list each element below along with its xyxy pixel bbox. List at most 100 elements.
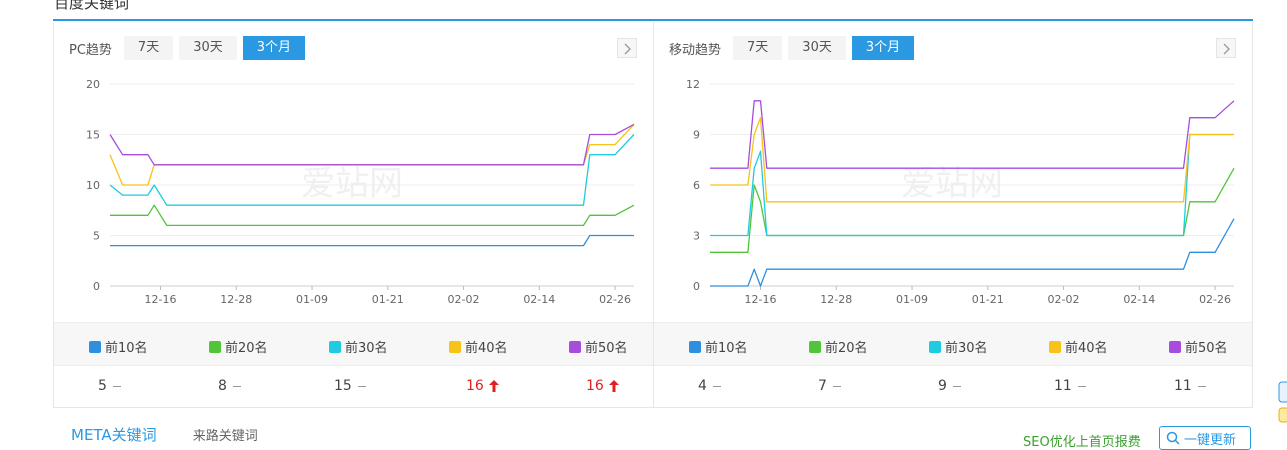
pc-trend-panel: PC趋势 7天 30天 3个月 爱站网 0 5 10 15 20 12-16 12-28 01-… <box>53 22 654 408</box>
count-value: 7 <box>818 378 827 394</box>
x-tick-label: 02-26 <box>599 293 631 306</box>
count-top40: 11 <box>1054 378 1086 394</box>
mobile-trend-panel: 移动趋势 7天 30天 3个月 爱站网 0 3 6 9 12 12-16 12-28 01-09… <box>653 22 1253 408</box>
x-tick-label: 12-16 <box>745 293 777 306</box>
flat-trend-icon <box>952 385 961 387</box>
tab-source-keywords[interactable]: 来路关键词 <box>192 429 258 444</box>
legend-swatch <box>929 340 941 353</box>
y-tick-label: 6 <box>693 179 700 192</box>
search-icon <box>1166 431 1180 445</box>
x-tick-label: 01-09 <box>896 293 928 306</box>
y-tick-label: 0 <box>693 280 700 293</box>
flat-trend-icon <box>1077 385 1086 387</box>
legend-swatch <box>569 340 581 353</box>
count-value: 8 <box>218 378 227 394</box>
one-click-update-button[interactable]: 一键更新 <box>1159 426 1251 450</box>
legend-item-top40[interactable]: 前40名 <box>1049 337 1108 356</box>
count-value: 11 <box>1174 378 1192 394</box>
legend-item-top20[interactable]: 前20名 <box>209 337 268 356</box>
pc-tab-3m[interactable]: 3个月 <box>242 36 306 60</box>
legend-item-top30[interactable]: 前30名 <box>329 337 388 356</box>
legend-item-top50[interactable]: 前50名 <box>1169 337 1228 356</box>
count-top30: 9 <box>938 378 961 394</box>
legend-item-top30[interactable]: 前30名 <box>929 337 988 356</box>
tab-meta-keywords[interactable]: META关键词 <box>71 426 157 444</box>
mobile-tab-3m[interactable]: 3个月 <box>851 36 915 60</box>
count-value: 11 <box>1054 378 1072 394</box>
pc-counts: 5 8 15 16 16 <box>54 366 653 408</box>
mobile-tab-30d[interactable]: 30天 <box>788 36 846 60</box>
mobile-trend-chart: 爱站网 0 3 6 9 12 12-16 12-28 01-09 01-21 02-02 02-14 0… <box>686 78 1235 306</box>
legend-swatch <box>689 340 701 353</box>
count-value: 15 <box>334 378 352 394</box>
legend-item-top10[interactable]: 前10名 <box>89 337 148 356</box>
mobile-legend: 前10名 前20名 前30名 前40名 前50名 <box>654 322 1252 366</box>
legend-label: 前20名 <box>225 341 268 356</box>
mobile-counts: 4 7 9 11 11 <box>654 366 1252 408</box>
y-tick-label: 15 <box>86 129 100 142</box>
legend-item-top40[interactable]: 前40名 <box>449 337 508 356</box>
legend-item-top20[interactable]: 前20名 <box>809 337 868 356</box>
legend-label: 前20名 <box>825 341 868 356</box>
title-underline <box>53 19 1253 21</box>
keyword-tabs: META关键词 来路关键词 <box>71 424 258 445</box>
series-line-5 <box>109 123 635 166</box>
count-top10: 5 <box>98 378 121 394</box>
y-tick-label: 20 <box>86 78 100 91</box>
count-top20: 8 <box>218 378 241 394</box>
mobile-next-button[interactable] <box>1216 38 1236 58</box>
legend-swatch <box>329 340 341 353</box>
pc-header: PC趋势 7天 30天 3个月 <box>69 36 311 60</box>
count-value: 9 <box>938 378 947 394</box>
flat-trend-icon <box>832 385 841 387</box>
flat-trend-icon <box>112 385 121 387</box>
series-line-1 <box>110 234 634 247</box>
y-tick-label: 0 <box>93 280 100 293</box>
count-top10: 4 <box>698 378 721 394</box>
series-line-2 <box>110 204 635 227</box>
pc-next-button[interactable] <box>617 38 637 58</box>
count-top50: 16 <box>586 378 619 394</box>
x-tick-label: 02-14 <box>1123 293 1155 306</box>
floating-widget-icon[interactable] <box>1277 380 1287 424</box>
pc-trend-chart: 爱站网 0 5 10 15 20 12-16 12-28 01-09 01-21 02-02 02-1… <box>86 78 635 306</box>
legend-item-top10[interactable]: 前10名 <box>689 337 748 356</box>
seo-promo-link[interactable]: SEO优化上首页报费 <box>1023 435 1141 450</box>
mobile-trend-label: 移动趋势 <box>669 42 722 58</box>
x-tick-label: 12-28 <box>820 293 852 306</box>
y-tick-label: 5 <box>93 230 100 243</box>
legend-label: 前10名 <box>105 341 148 356</box>
pc-tab-30d[interactable]: 30天 <box>179 36 237 60</box>
flat-trend-icon <box>232 385 241 387</box>
legend-label: 前50名 <box>1185 341 1228 356</box>
pc-tab-7d[interactable]: 7天 <box>123 36 174 60</box>
series-line-5 <box>710 100 1235 169</box>
count-top40: 16 <box>466 378 499 394</box>
mobile-header: 移动趋势 7天 30天 3个月 <box>669 36 920 60</box>
count-top20: 7 <box>818 378 841 394</box>
x-tick-label: 12-16 <box>145 293 177 306</box>
legend-swatch <box>209 340 221 353</box>
legend-label: 前10名 <box>705 341 748 356</box>
mobile-tab-7d[interactable]: 7天 <box>733 36 783 60</box>
legend-swatch <box>449 340 461 353</box>
pc-trend-label: PC趋势 <box>69 42 112 58</box>
chevron-right-icon <box>1223 43 1230 55</box>
watermark-text: 爱站网 <box>301 164 403 204</box>
section-title: 百度关键词 <box>54 0 130 12</box>
up-arrow-icon <box>488 380 499 392</box>
count-value: 4 <box>698 378 707 394</box>
legend-swatch <box>1169 340 1181 353</box>
x-tick-label: 02-14 <box>523 293 555 306</box>
legend-swatch <box>809 340 821 353</box>
legend-item-top50[interactable]: 前50名 <box>569 337 628 356</box>
x-tick-label: 02-02 <box>448 293 480 306</box>
up-arrow-icon <box>608 380 619 392</box>
y-tick-label: 12 <box>686 78 700 91</box>
y-tick-label: 10 <box>86 179 100 192</box>
refresh-label: 一键更新 <box>1184 432 1237 448</box>
watermark-text: 爱站网 <box>901 164 1003 204</box>
x-tick-label: 01-21 <box>972 293 1004 306</box>
series-line-1 <box>710 218 1235 287</box>
flat-trend-icon <box>357 385 366 387</box>
